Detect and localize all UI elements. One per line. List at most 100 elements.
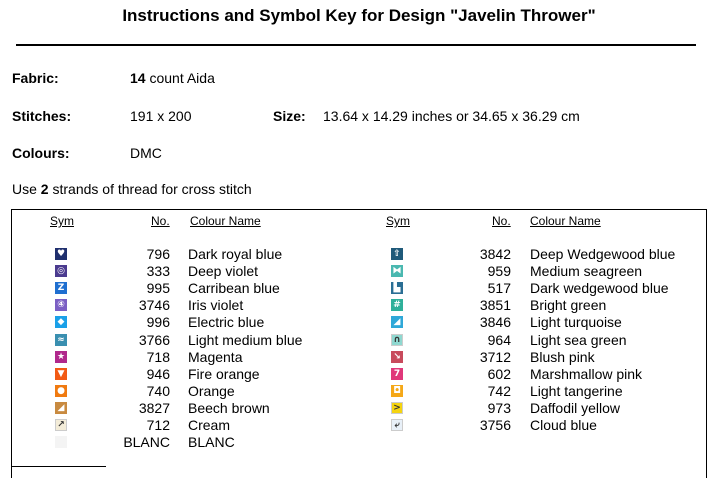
dmc-number: 742 xyxy=(487,382,511,399)
key-row-right: ◢ 3846 Light turquoise xyxy=(0,314,718,331)
key-row-right: ⤶ 3756 Cloud blue xyxy=(0,417,718,434)
strands-pre: Use xyxy=(12,181,37,197)
dmc-number: 996 xyxy=(146,314,170,331)
dmc-number: 959 xyxy=(487,263,511,280)
symbol-swatch-icon: ◎ xyxy=(55,265,67,278)
dmc-number: 740 xyxy=(146,382,170,399)
dmc-number: 3746 xyxy=(138,297,170,314)
symbol-swatch-icon: Z xyxy=(55,282,67,295)
symbol-swatch-icon: ▼ xyxy=(55,367,67,380)
key-row-left: ◢ 3827 Beech brown xyxy=(0,400,718,417)
symbol-swatch-icon: # xyxy=(391,299,403,312)
dmc-number: 3846 xyxy=(479,314,511,331)
symbol-swatch-icon: ▙ xyxy=(391,282,403,295)
size-label: Size: xyxy=(273,108,306,124)
colour-name: Orange xyxy=(188,382,235,399)
dmc-number: 3712 xyxy=(479,348,511,365)
dmc-number: 3827 xyxy=(138,399,170,416)
dmc-number: 995 xyxy=(146,280,170,297)
key-row-right: ▙ 517 Dark wedgewood blue xyxy=(0,280,718,297)
colour-name: Bright green xyxy=(530,297,607,314)
dmc-number: 973 xyxy=(487,399,511,416)
fabric-count: 14 xyxy=(130,70,146,86)
strands-instruction: Use 2 strands of thread for cross stitch xyxy=(12,181,252,197)
key-row-right: #3851 Bright green xyxy=(0,297,718,314)
colours-value: DMC xyxy=(130,145,162,161)
key-row-left: ▼ 946 Fire orange xyxy=(0,366,718,383)
fabric-value: 14 count Aida xyxy=(130,70,215,86)
size-value: 13.64 x 14.29 inches or 34.65 x 36.29 cm xyxy=(323,108,580,124)
symbol-swatch-icon: ◢ xyxy=(55,401,67,414)
symbol-swatch-icon: ◢ xyxy=(391,316,403,329)
symbol-swatch-icon xyxy=(55,436,67,449)
key-row-left: ◎ 333 Deep violet xyxy=(0,263,718,280)
key-row-left: ♥ 796 Dark royal blue xyxy=(0,246,718,263)
symbol-swatch-icon: ⇧ xyxy=(391,248,403,260)
colours-label: Colours: xyxy=(12,145,70,161)
key-row-right: ◘ 742 Light tangerine xyxy=(0,383,718,400)
key-row-right: ∩ 964 Light sea green xyxy=(0,332,718,349)
colour-name: Dark royal blue xyxy=(188,246,283,262)
dmc-number: 964 xyxy=(487,331,511,348)
key-row-right: ⇧ 3842 Deep Wedgewood blue xyxy=(0,246,718,263)
key-row-left: ◆ 996 Electric blue xyxy=(0,314,718,331)
dmc-number: 602 xyxy=(487,365,511,382)
colour-name: Electric blue xyxy=(188,314,265,331)
colour-name: Carribean blue xyxy=(188,280,280,297)
symbol-swatch-icon: ↗ xyxy=(55,419,67,431)
symbol-swatch-icon: ◘ xyxy=(391,384,403,397)
header-sym-left: Sym xyxy=(50,214,74,228)
colour-name: Fire orange xyxy=(188,365,260,382)
colour-name: Beech brown xyxy=(188,399,270,416)
symbol-swatch-icon: 7 xyxy=(391,367,403,380)
symbol-swatch-icon: ● xyxy=(55,384,67,397)
dmc-number: 333 xyxy=(146,263,170,280)
strands-post: strands of thread for cross stitch xyxy=(52,181,252,197)
title-divider xyxy=(16,44,696,46)
strands-count: 2 xyxy=(40,181,49,197)
key-row-left: Z 995 Carribean blue xyxy=(0,280,718,297)
dmc-number: 3851 xyxy=(479,297,511,314)
symbol-swatch-icon: ④ xyxy=(55,299,67,312)
dmc-number: 796 xyxy=(146,246,170,262)
header-name-left: Colour Name xyxy=(190,214,261,228)
symbol-key-box xyxy=(11,209,707,478)
key-row-right: ↘ 3712 Blush pink xyxy=(0,349,718,366)
key-row-right: ⧓ 959 Medium seagreen xyxy=(0,263,718,280)
dmc-number: 718 xyxy=(146,348,170,365)
header-name-right: Colour Name xyxy=(530,214,601,228)
header-sym-right: Sym xyxy=(386,214,410,228)
stitches-label: Stitches: xyxy=(12,108,72,124)
dmc-number: 517 xyxy=(487,280,511,297)
key-row-left: ↗ 712 Cream xyxy=(0,417,718,434)
colour-name: Blush pink xyxy=(530,348,595,365)
symbol-swatch-icon: ★ xyxy=(55,350,67,363)
colour-name: Marshmallow pink xyxy=(530,365,643,382)
colour-name: Light tangerine xyxy=(530,382,623,399)
symbol-swatch-icon: ⤶ xyxy=(391,419,403,431)
colour-name: Cloud blue xyxy=(530,417,597,433)
colour-name: Magenta xyxy=(188,348,243,365)
symbol-swatch-icon: ◆ xyxy=(55,316,67,329)
colour-name: Light sea green xyxy=(530,331,627,348)
key-row-left: ≈3766 Light medium blue xyxy=(0,332,718,349)
header-no-left: No. xyxy=(151,214,170,228)
dmc-number: 3842 xyxy=(479,246,511,262)
symbol-swatch-icon: ↘ xyxy=(391,350,403,363)
colour-name: Daffodil yellow xyxy=(530,399,621,416)
colour-name: BLANC xyxy=(188,434,235,451)
colour-name: Medium seagreen xyxy=(530,263,643,280)
colour-name: Deep Wedgewood blue xyxy=(530,246,676,262)
colour-name: Light medium blue xyxy=(188,331,303,348)
symbol-swatch-icon: ♥ xyxy=(55,248,67,260)
colour-name: Deep violet xyxy=(188,263,259,280)
key-row-left: ★ 718 Magenta xyxy=(0,349,718,366)
symbol-swatch-icon: ≈ xyxy=(55,333,67,346)
key-bottom-line xyxy=(11,466,106,467)
symbol-swatch-icon: ∩ xyxy=(391,333,403,346)
key-row-left: ④ 3746 Iris violet xyxy=(0,297,718,314)
colour-name: Cream xyxy=(188,417,231,433)
dmc-number: 946 xyxy=(146,365,170,382)
dmc-number: 3756 xyxy=(479,417,511,433)
key-row-right: 7 602 Marshmallow pink xyxy=(0,366,718,383)
